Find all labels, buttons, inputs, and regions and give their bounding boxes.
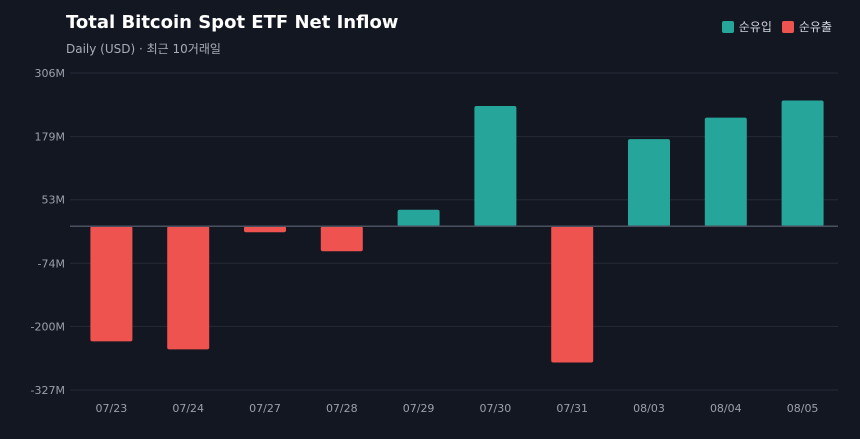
legend-item-inflow[interactable]: 순유입: [721, 18, 772, 35]
x-axis-ticks: 07/23 07/24 07/27 07/28 07/29 07/30 07/31 08/03…: [96, 402, 819, 415]
legend-item-outflow[interactable]: 순유출: [781, 18, 832, 35]
bar-07-30[interactable]: [474, 106, 517, 227]
bar-07-28[interactable]: [320, 226, 363, 252]
x-tick-label: 08/04: [710, 402, 742, 415]
y-tick-label: -200M: [31, 320, 65, 333]
legend-label-inflow: 순유입: [738, 20, 772, 34]
x-tick-label: 08/05: [787, 402, 819, 415]
bar-08-04[interactable]: [704, 117, 747, 227]
x-tick-label: 07/28: [326, 402, 358, 415]
x-tick-label: 07/24: [172, 402, 204, 415]
y-axis-ticks: 306M 179M 53M -74M -200M -327M: [31, 67, 65, 397]
outflow-swatch-icon: [781, 20, 794, 33]
chart-subtitle: Daily (USD) · 최근 10거래일: [66, 42, 221, 56]
y-tick-label: 179M: [35, 131, 66, 144]
y-tick-label: 53M: [42, 194, 66, 207]
inflow-swatch-icon: [721, 20, 734, 33]
x-tick-label: 08/03: [633, 402, 665, 415]
y-tick-label: -327M: [31, 384, 65, 397]
bar-07-24[interactable]: [167, 226, 210, 350]
legend-label-outflow: 순유출: [798, 20, 832, 34]
bar-08-03[interactable]: [628, 139, 670, 227]
x-tick-label: 07/29: [403, 402, 435, 415]
legend: 순유입 순유출: [721, 18, 832, 35]
y-tick-label: -74M: [38, 257, 65, 270]
bar-07-31[interactable]: [551, 226, 594, 363]
bars: [90, 100, 824, 363]
x-tick-label: 07/27: [249, 402, 281, 415]
x-tick-label: 07/30: [480, 402, 512, 415]
bar-07-27[interactable]: [244, 226, 286, 233]
x-tick-label: 07/31: [556, 402, 588, 415]
bar-07-29[interactable]: [397, 209, 440, 227]
y-tick-label: 306M: [35, 67, 66, 80]
chart-title: Total Bitcoin Spot ETF Net Inflow: [66, 12, 399, 33]
bar-07-23[interactable]: [90, 226, 133, 342]
x-tick-label: 07/23: [96, 402, 128, 415]
bar-08-05[interactable]: [781, 100, 824, 227]
